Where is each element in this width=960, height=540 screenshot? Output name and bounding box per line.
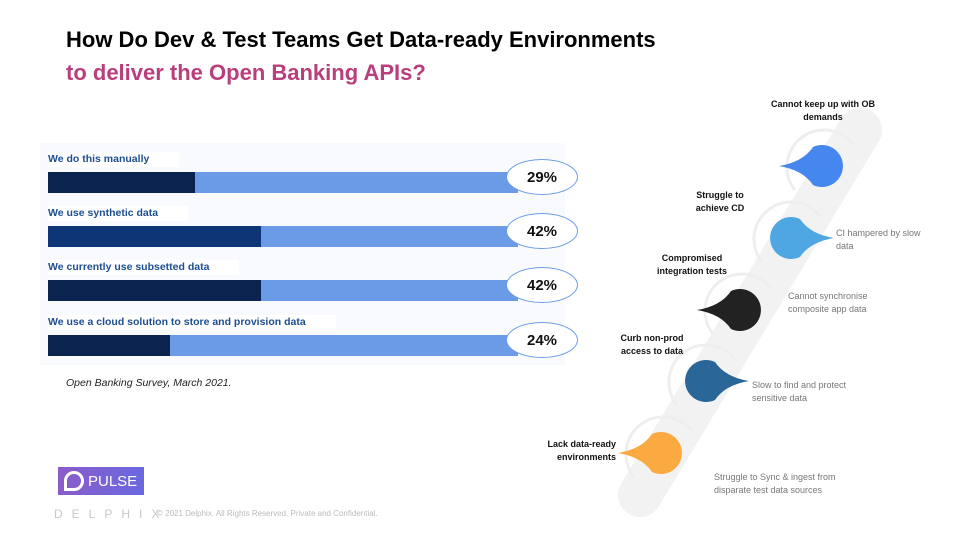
flow-desc-3: CI hampered by slow data xyxy=(836,228,921,251)
bar-fill xyxy=(48,226,261,247)
bar-value-label: 42% xyxy=(506,267,578,303)
bar-row: We do this manually 29% xyxy=(48,152,578,202)
survey-source: Open Banking Survey, March 2021. xyxy=(66,377,232,389)
bar-track xyxy=(48,172,518,193)
bar-row: We use a cloud solution to store and pro… xyxy=(48,315,578,365)
cycle-arrow-icon xyxy=(752,200,822,263)
bar-label: We do this manually xyxy=(48,152,180,167)
bar-label: We use a cloud solution to store and pro… xyxy=(48,315,336,330)
flow-label-4: Cannot keep up with OB demands xyxy=(770,99,875,122)
delphix-logo: DELPHIX xyxy=(54,507,169,521)
title-line-1: How Do Dev & Test Teams Get Data-ready E… xyxy=(66,27,656,52)
cycle-arrow-icon xyxy=(667,343,737,406)
bar-row: We use synthetic data 42% xyxy=(48,206,578,256)
flow-desc-2: Cannot synchronise composite app data xyxy=(788,291,868,314)
bar-track xyxy=(48,335,518,356)
cycle-arrow-icon xyxy=(624,415,694,478)
cycle-arrow-icon xyxy=(785,128,855,191)
pulse-logo-text: PULSE xyxy=(88,472,138,490)
bar-track xyxy=(48,226,518,247)
pulse-logo: PULSE xyxy=(58,467,144,495)
cycle-arrow-icon xyxy=(703,272,773,335)
flow-label-0: Lack data-ready environments xyxy=(547,439,616,462)
teardrop-marker-2 xyxy=(697,289,761,331)
bar-fill xyxy=(48,335,170,356)
teardrop-marker-3 xyxy=(770,217,834,260)
speech-bubble-icon xyxy=(64,471,84,491)
bar-fill xyxy=(48,280,261,301)
bar-value-label: 24% xyxy=(506,322,578,358)
teardrop-marker-1 xyxy=(685,360,749,403)
bar-track xyxy=(48,280,518,301)
flow-label-2: Compromised integration tests xyxy=(656,253,727,276)
bar-value-label: 29% xyxy=(506,159,578,195)
teardrop-marker-0 xyxy=(618,432,682,475)
flow-desc-1: Slow to find and protect sensitive data xyxy=(752,380,847,403)
copyright: © 2021 Delphix. All Rights Reserved. Pri… xyxy=(157,509,378,518)
flow-desc-0: Struggle to Sync & ingest from disparate… xyxy=(714,472,836,495)
bar-label: We use synthetic data xyxy=(48,206,189,221)
flow-label-1: Curb non-prod access to data xyxy=(620,333,684,356)
flow-label-3: Struggle to achieve CD xyxy=(695,190,745,213)
bar-label: We currently use subsetted data xyxy=(48,260,240,275)
bar-row: We currently use subsetted data 42% xyxy=(48,260,578,310)
teardrop-marker-4 xyxy=(779,144,843,187)
bar-fill xyxy=(48,172,196,193)
title-line-2: to deliver the Open Banking APIs? xyxy=(66,60,426,85)
bar-value-label: 42% xyxy=(506,213,578,249)
